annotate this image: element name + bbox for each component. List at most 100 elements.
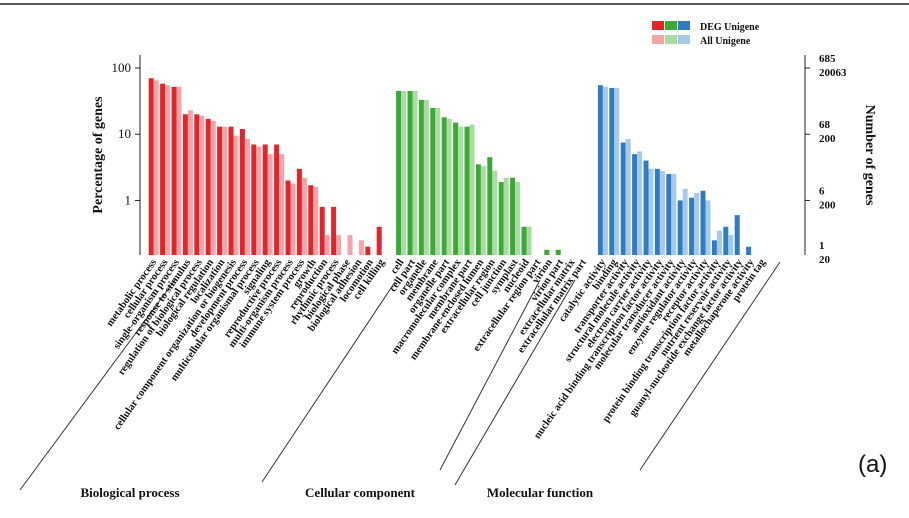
bar <box>301 177 307 255</box>
group-divider <box>639 261 781 471</box>
bar <box>256 146 262 255</box>
group-label: Cellular component <box>305 485 416 500</box>
bar <box>319 206 325 255</box>
bar <box>412 90 418 256</box>
bar <box>165 85 171 255</box>
bar <box>734 215 740 255</box>
y-axis-label: Percentage of genes <box>91 96 106 214</box>
bar <box>308 185 314 255</box>
bar <box>251 144 257 255</box>
bar <box>728 235 734 255</box>
bar <box>648 168 654 255</box>
bar <box>187 110 193 255</box>
bar <box>160 83 166 255</box>
legend-swatch <box>665 35 677 44</box>
y2-tick-label: 685 <box>819 53 836 65</box>
bar <box>555 249 561 255</box>
legend-swatch <box>678 21 690 30</box>
bar <box>597 85 603 255</box>
y2-tick-label: 200 <box>819 199 836 211</box>
y-tick-label: 100 <box>112 60 132 75</box>
bar <box>446 118 452 256</box>
bar <box>324 235 330 255</box>
bar <box>746 246 752 255</box>
legend-swatch <box>652 21 664 30</box>
bar <box>279 154 285 255</box>
bar <box>498 181 504 255</box>
bar <box>182 114 188 255</box>
bar <box>705 200 711 255</box>
bar <box>526 226 532 255</box>
bar <box>244 138 250 255</box>
bar <box>654 168 660 255</box>
legend-swatch <box>652 35 664 44</box>
y2-tick-label: 20063 <box>819 67 847 79</box>
bar <box>205 118 211 256</box>
bar <box>267 154 273 255</box>
bar <box>418 99 424 255</box>
bar <box>480 166 486 255</box>
bar <box>290 183 296 255</box>
bar <box>171 86 177 255</box>
bar <box>643 160 649 255</box>
bar <box>176 86 182 255</box>
bar <box>711 240 717 255</box>
bar <box>285 180 291 255</box>
y2-tick-label: 20 <box>819 254 831 266</box>
y2-tick-label: 1 <box>819 240 825 252</box>
legend-label: All Unigene <box>700 36 751 47</box>
y2-axis-label: Number of genes <box>862 105 877 206</box>
group-divider <box>261 281 396 483</box>
bar <box>620 142 626 255</box>
bar <box>632 154 638 255</box>
bar <box>296 168 302 255</box>
bar <box>233 135 239 255</box>
bar <box>210 120 216 255</box>
bar <box>430 107 436 255</box>
y-tick-label: 1 <box>125 192 132 207</box>
bar <box>671 174 677 255</box>
bar <box>723 226 729 255</box>
bar <box>441 117 447 255</box>
bar <box>396 90 402 256</box>
bar <box>376 226 382 255</box>
group-label: Molecular function <box>487 485 594 500</box>
bar <box>515 181 521 255</box>
bar <box>503 177 509 255</box>
bar <box>423 99 429 255</box>
bar <box>453 122 459 256</box>
bar <box>469 124 475 255</box>
bar <box>194 114 200 255</box>
bar <box>700 190 706 255</box>
bar <box>659 170 665 255</box>
bar <box>239 128 245 255</box>
bar <box>602 86 608 255</box>
legend-swatch <box>678 35 690 44</box>
legend-swatch <box>665 21 677 30</box>
bar <box>347 235 353 255</box>
y-tick-label: 10 <box>118 126 131 141</box>
bar <box>666 174 672 255</box>
group-divider <box>454 279 576 486</box>
group-divider <box>19 279 176 491</box>
legend-label: DEG Unigene <box>700 22 760 33</box>
bar <box>217 126 223 255</box>
bar <box>358 240 364 255</box>
bar <box>331 206 337 255</box>
bar <box>262 144 268 255</box>
bar <box>222 126 228 255</box>
bar <box>677 200 683 255</box>
bar <box>274 144 280 255</box>
bar <box>544 249 550 255</box>
panel-label: (a) <box>858 451 887 478</box>
bar <box>682 188 688 255</box>
bar <box>492 170 498 255</box>
bar <box>407 90 413 256</box>
bar <box>487 157 493 255</box>
bar <box>464 126 470 255</box>
bar <box>510 177 516 255</box>
bar <box>435 107 441 255</box>
y2-tick-label: 68 <box>819 119 831 131</box>
bar <box>694 192 700 255</box>
